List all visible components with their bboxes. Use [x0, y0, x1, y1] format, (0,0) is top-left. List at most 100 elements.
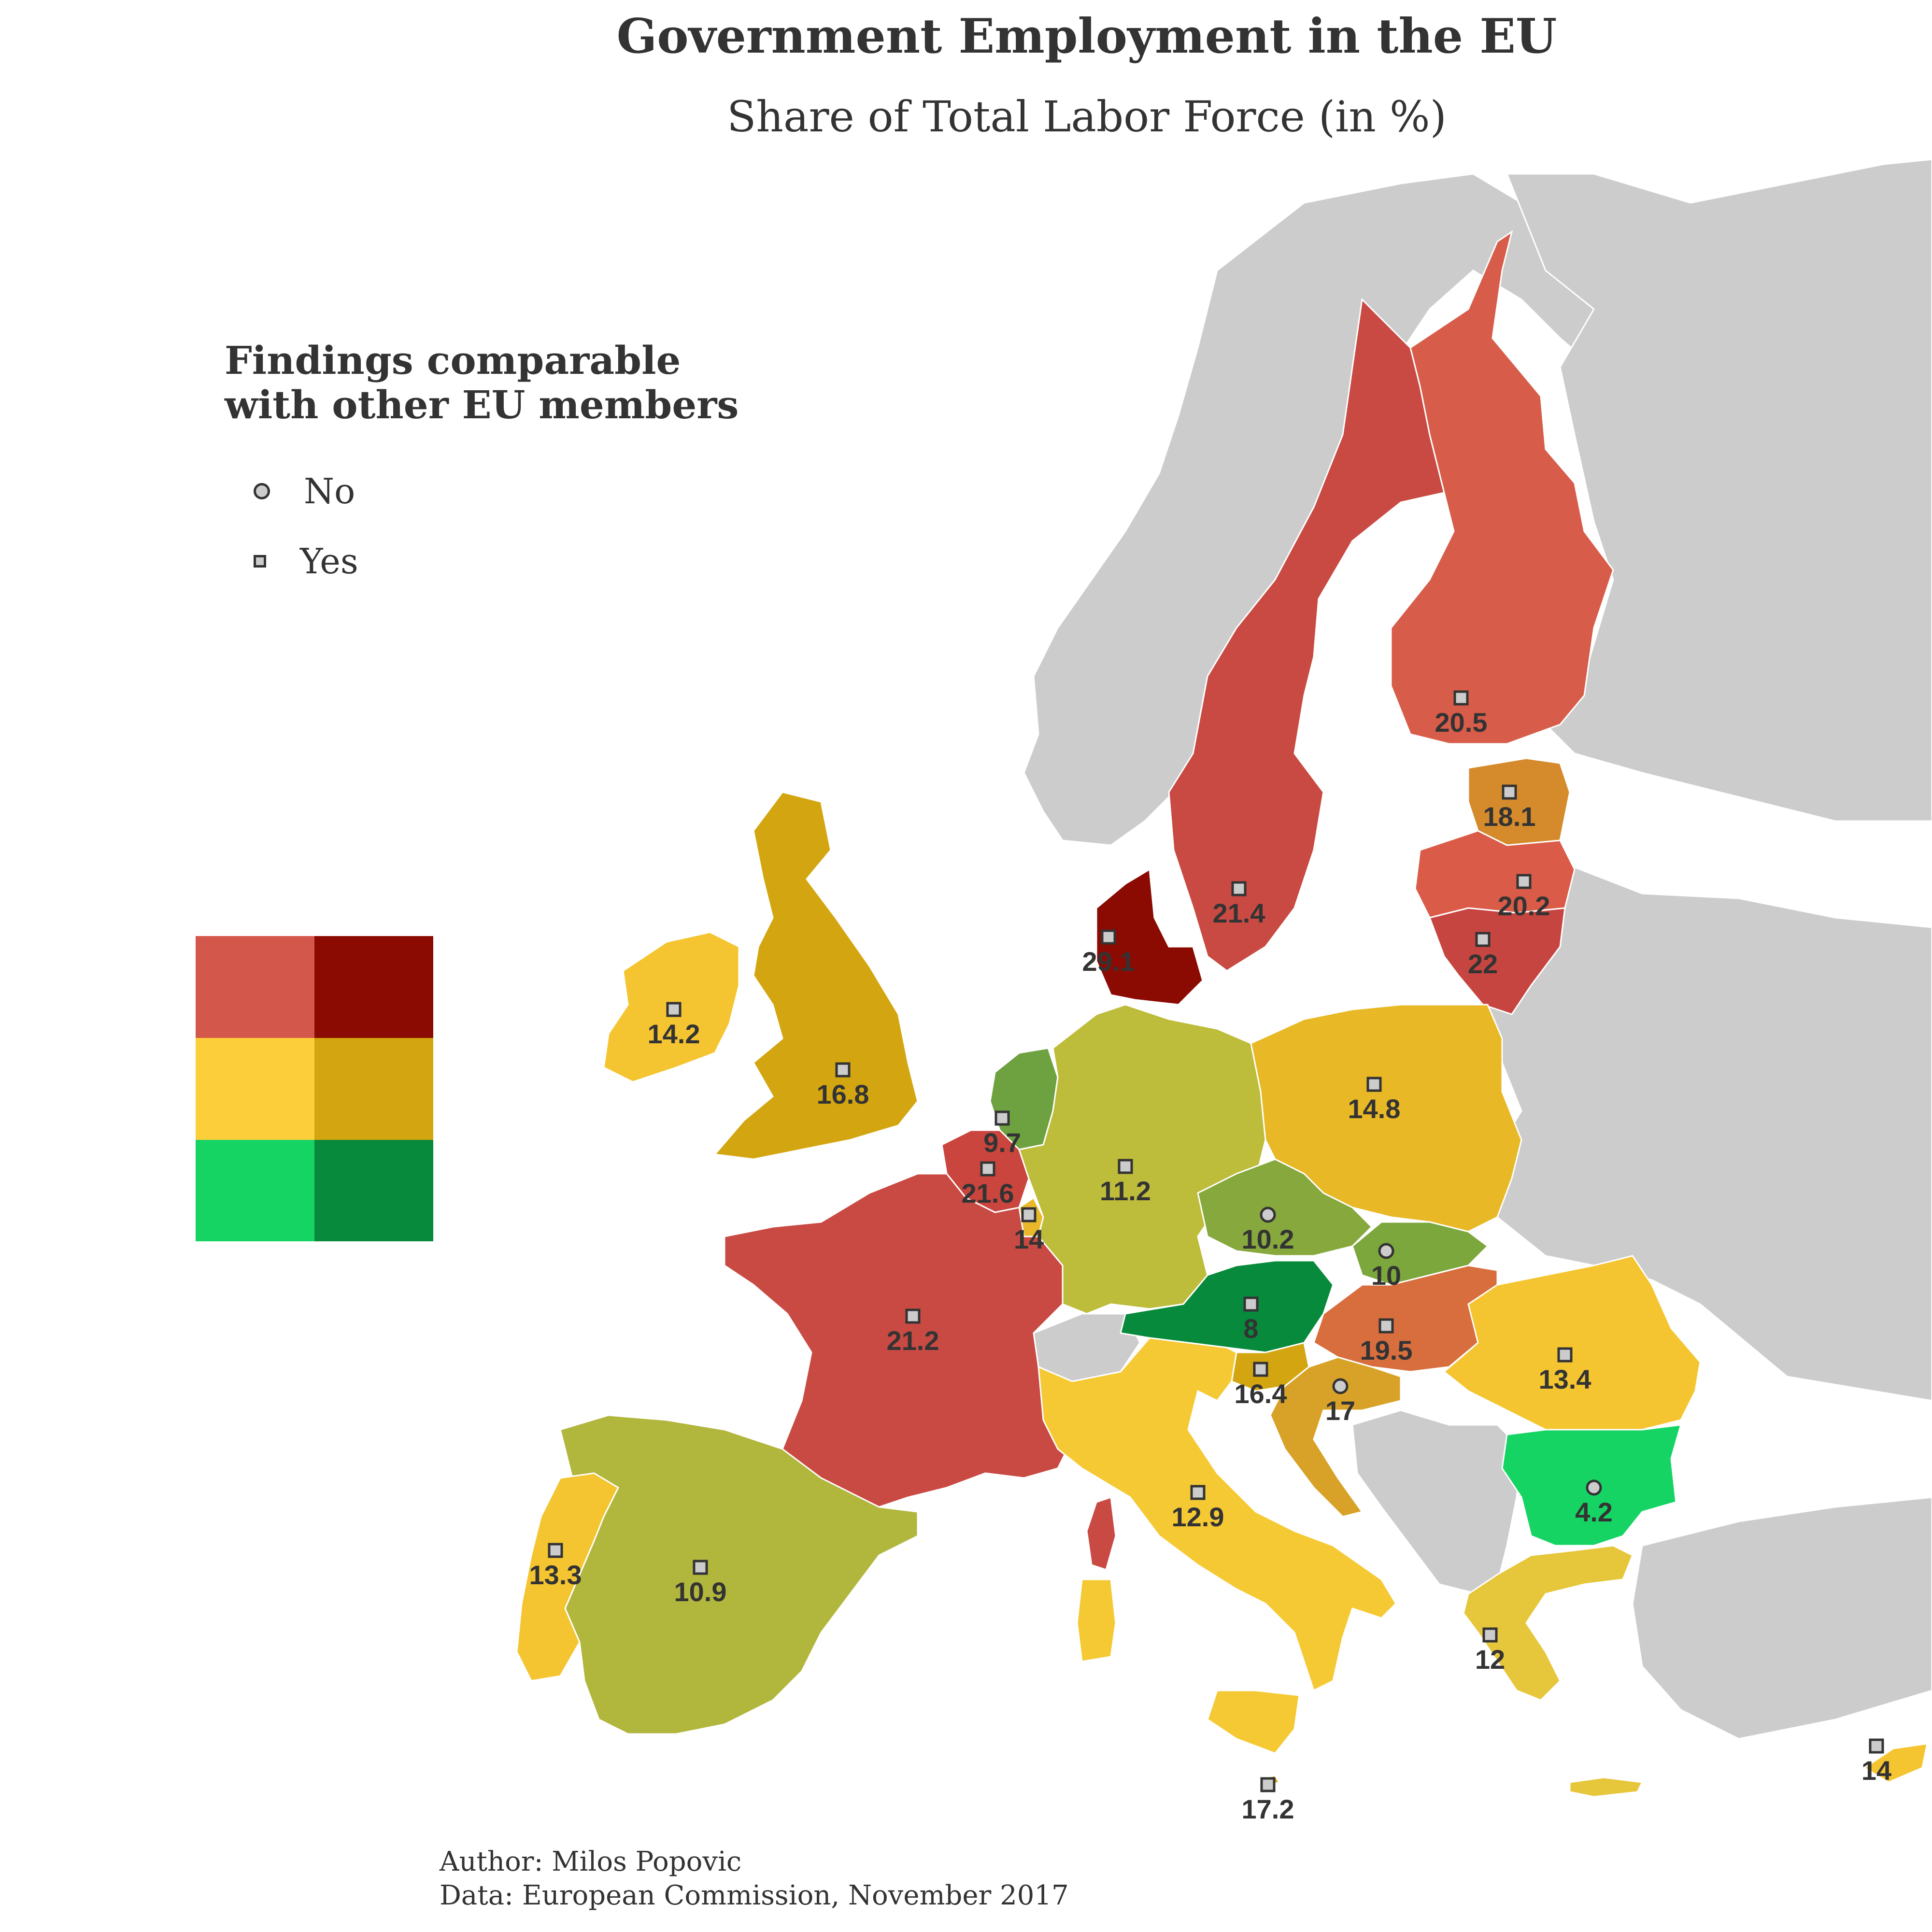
- square-marker: [1260, 1777, 1276, 1792]
- legend-cell-high-yes: [196, 936, 314, 1038]
- value-markers: 20.521.418.120.22229.114.216.89.721.6141…: [529, 690, 1891, 1824]
- value-label: 22: [1468, 949, 1498, 979]
- color-legend-grid: [196, 936, 433, 1241]
- legend-cell-low-yes: [196, 1140, 314, 1241]
- balkans-land: [1351, 1409, 1522, 1595]
- circle-marker: [1260, 1207, 1276, 1223]
- square-marker: [1118, 1159, 1133, 1174]
- value-label: 21.2: [887, 1325, 939, 1356]
- square-marker: [1869, 1738, 1884, 1754]
- value-label: 19.5: [1360, 1335, 1413, 1365]
- shape-legend-title-line2: with other EU members: [225, 382, 739, 427]
- square-marker: [994, 1110, 1010, 1126]
- credits: Author: Milos Popovic Data: European Com…: [440, 1845, 1069, 1913]
- credits-data: Data: European Commission, November 2017: [440, 1880, 1069, 1911]
- legend-cell-medium-no: [314, 1038, 433, 1140]
- value-label: 16.8: [817, 1079, 869, 1109]
- shape-legend-title-line1: Findings comparable: [225, 338, 681, 383]
- square-marker: [1190, 1485, 1206, 1500]
- square-marker: [1557, 1347, 1573, 1363]
- country-italy-sicily[interactable]: [1207, 1690, 1300, 1754]
- value-label: 20.2: [1498, 891, 1550, 921]
- russia-north-land: [1506, 158, 1932, 822]
- country-france-corsica[interactable]: [1086, 1496, 1117, 1571]
- value-label: 10: [1371, 1260, 1401, 1291]
- value-label: 14.8: [1348, 1094, 1401, 1124]
- square-marker: [1366, 1077, 1382, 1092]
- value-label: 8: [1243, 1313, 1258, 1344]
- country-sweden[interactable]: [1168, 298, 1445, 972]
- square-marker: [1516, 874, 1532, 889]
- legend-cell-low-no: [314, 1140, 433, 1241]
- value-label: 21.6: [962, 1178, 1014, 1208]
- value-label: 16.4: [1235, 1378, 1287, 1409]
- square-marker-icon: [254, 554, 266, 568]
- shape-legend-item-no: No: [225, 456, 804, 526]
- shape-legend-item-yes: Yes: [225, 526, 804, 596]
- country-cyprus[interactable]: [1863, 1743, 1928, 1783]
- credits-author: Author: Milos Popovic: [440, 1846, 742, 1877]
- value-label: 14: [1861, 1755, 1891, 1786]
- shape-legend-label-yes: Yes: [300, 540, 358, 582]
- square-marker: [1101, 929, 1116, 945]
- square-marker: [905, 1308, 921, 1324]
- country-italy-sardinia[interactable]: [1076, 1578, 1117, 1662]
- shape-legend: Findings comparable with other EU member…: [225, 338, 804, 596]
- country-greece-crete[interactable]: [1569, 1776, 1644, 1798]
- country-italy[interactable]: [1037, 1337, 1397, 1692]
- square-marker: [1378, 1318, 1394, 1334]
- value-label: 9.7: [983, 1127, 1021, 1158]
- square-marker: [548, 1543, 563, 1558]
- square-marker: [1243, 1296, 1259, 1312]
- country-finland[interactable]: [1390, 230, 1614, 745]
- turkey-land: [1632, 1496, 1932, 1740]
- square-marker: [980, 1161, 995, 1177]
- country-greece[interactable]: [1463, 1545, 1634, 1701]
- value-label: 13.3: [529, 1560, 582, 1590]
- country-croatia[interactable]: [1269, 1356, 1402, 1518]
- map-subtitle: Share of Total Labor Force (in %): [727, 92, 1447, 142]
- eu-countries: [516, 230, 1928, 1798]
- value-label: 21.4: [1213, 898, 1265, 928]
- square-marker: [1475, 932, 1491, 947]
- value-label: 29.1: [1082, 946, 1135, 977]
- country-czech[interactable]: [1197, 1158, 1373, 1257]
- square-marker: [835, 1062, 851, 1078]
- legend-cell-medium-yes: [196, 1038, 314, 1140]
- square-marker: [1253, 1362, 1268, 1377]
- value-label: 4.2: [1575, 1497, 1613, 1527]
- circle-marker-icon: [254, 483, 270, 499]
- value-label: 18.1: [1483, 801, 1536, 832]
- value-label: 17.2: [1242, 1794, 1294, 1824]
- square-marker: [1021, 1207, 1037, 1222]
- value-label: 12.9: [1172, 1502, 1224, 1532]
- country-romania[interactable]: [1443, 1255, 1701, 1431]
- non-eu-land: [1023, 158, 1932, 1740]
- square-marker: [1502, 784, 1517, 800]
- square-marker: [666, 1002, 682, 1017]
- value-label: 14.2: [648, 1019, 700, 1049]
- square-marker: [693, 1560, 708, 1575]
- shape-legend-label-no: No: [304, 470, 355, 511]
- value-label: 13.4: [1539, 1364, 1591, 1394]
- square-marker: [1453, 690, 1469, 706]
- circle-marker: [1332, 1378, 1349, 1394]
- circle-marker: [1586, 1479, 1602, 1496]
- value-label: 11.2: [1100, 1176, 1151, 1206]
- country-portugal[interactable]: [516, 1472, 619, 1682]
- value-label: 14: [1014, 1224, 1044, 1254]
- country-latvia[interactable]: [1414, 830, 1576, 919]
- value-label: 12: [1475, 1644, 1505, 1675]
- country-denmark[interactable]: [1095, 868, 1204, 1006]
- map-title: Government Employment in the EU: [616, 9, 1557, 64]
- value-label: 10.2: [1242, 1224, 1294, 1254]
- country-lithuania[interactable]: [1429, 907, 1566, 1015]
- circle-marker: [1378, 1243, 1394, 1259]
- square-marker: [1231, 881, 1247, 896]
- value-label: 17: [1325, 1395, 1355, 1426]
- value-label: 10.9: [674, 1577, 727, 1607]
- legend-cell-high-no: [314, 936, 433, 1038]
- country-uk[interactable]: [713, 791, 919, 1160]
- square-marker: [1482, 1627, 1498, 1643]
